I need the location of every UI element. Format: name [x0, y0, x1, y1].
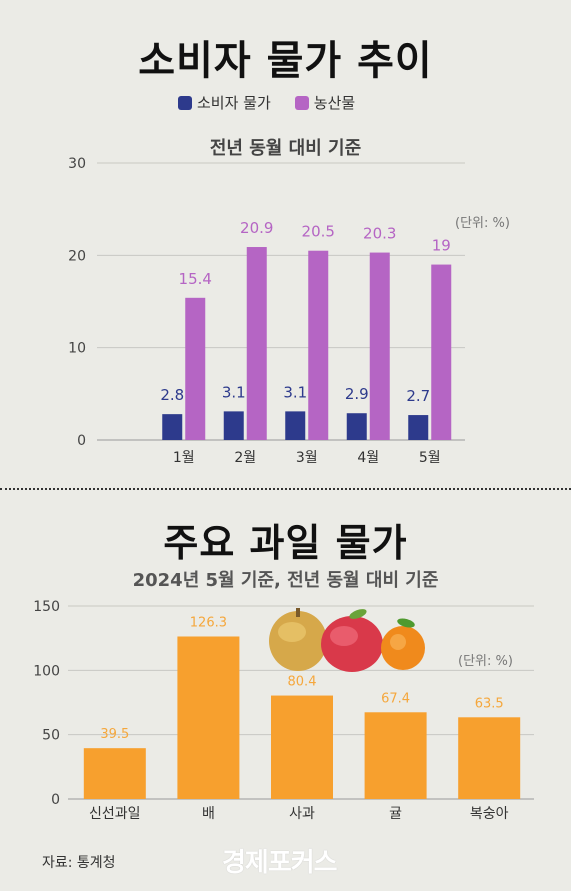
legend-item-consumer: 소비자 물가	[178, 92, 271, 113]
bar-fruit	[364, 712, 427, 799]
data-label: 126.3	[190, 615, 227, 630]
bar-consumer	[346, 413, 367, 440]
bar-agri	[308, 250, 329, 440]
y-tick-label: 0	[51, 792, 60, 808]
x-tick-label: 배	[202, 806, 215, 822]
y-tick-label: 30	[68, 156, 86, 172]
y-tick-label: 150	[33, 599, 60, 615]
x-tick-label: 4월	[357, 450, 379, 466]
y-tick-label: 0	[77, 433, 86, 449]
chart1-subtitle: 전년 동월 대비 기준	[209, 138, 362, 159]
section-divider	[0, 488, 571, 490]
legend-item-agri: 농산물	[294, 92, 356, 113]
legend-swatch-agri	[294, 95, 309, 110]
data-label: 2.8	[160, 386, 184, 404]
data-label: 67.4	[381, 691, 410, 706]
brand-logo: 경제포커스	[222, 848, 338, 878]
chart2-title: 주요 과일 물가	[163, 521, 408, 565]
pear-icon	[269, 608, 327, 671]
bar-fruit	[458, 717, 521, 799]
data-label: 39.5	[100, 727, 129, 742]
x-tick-label: 복숭아	[470, 806, 509, 822]
chart2-unit: (단위: %)	[458, 654, 513, 669]
bar-agri	[369, 252, 390, 440]
data-label: 19	[432, 237, 451, 255]
data-label: 3.1	[283, 383, 307, 401]
x-tick-label: 3월	[296, 450, 318, 466]
data-label: 15.4	[179, 270, 212, 288]
x-tick-label: 1월	[173, 450, 195, 466]
data-label: 80.4	[288, 675, 317, 690]
x-tick-label: 신선과일	[89, 806, 141, 822]
apple-icon	[321, 609, 383, 672]
x-tick-label: 귤	[389, 806, 402, 822]
data-label: 20.5	[302, 223, 335, 241]
chart2-subtitle: 2024년 5월 기준, 전년 동월 대비 기준	[132, 570, 439, 591]
data-label: 2.7	[406, 387, 430, 405]
chart1-legend: 소비자 물가 농산물	[178, 92, 379, 113]
legend-label-agri: 농산물	[313, 94, 356, 112]
bar-fruit	[83, 748, 146, 799]
x-tick-label: 2월	[234, 450, 256, 466]
bar-agri	[246, 247, 267, 440]
data-label: 3.1	[222, 383, 246, 401]
fruit-illustration	[269, 608, 425, 672]
bar-consumer	[223, 411, 244, 440]
chart1-title: 소비자 물가 추이	[138, 38, 433, 84]
x-tick-label: 5월	[419, 450, 441, 466]
bar-agri	[185, 297, 206, 440]
bar-consumer	[408, 415, 429, 440]
bar-fruit	[271, 695, 333, 799]
y-tick-label: 10	[68, 341, 86, 357]
y-tick-label: 20	[68, 248, 86, 264]
legend-swatch-consumer	[178, 95, 192, 110]
data-label: 2.9	[345, 385, 369, 403]
bar-fruit	[177, 636, 240, 799]
y-tick-label: 50	[42, 728, 60, 744]
x-tick-label: 사과	[289, 806, 315, 822]
bar-consumer	[285, 411, 306, 440]
chart1-plot: 0 10 20 30 2.8 15.4 1월 3.1 20.9 2월 3.1 20.5 3월 2.9 20.…	[68, 156, 465, 466]
tangerine-icon	[381, 618, 425, 670]
chart1-unit: (단위: %)	[455, 216, 510, 231]
data-label: 63.5	[475, 696, 504, 711]
bar-agri	[431, 264, 452, 440]
legend-label-consumer: 소비자 물가	[197, 94, 271, 112]
y-tick-label: 100	[33, 663, 60, 679]
bar-consumer	[162, 414, 183, 440]
data-label: 20.9	[240, 219, 273, 237]
data-label: 20.3	[363, 225, 396, 243]
source-note: 자료: 통계청	[42, 855, 116, 871]
